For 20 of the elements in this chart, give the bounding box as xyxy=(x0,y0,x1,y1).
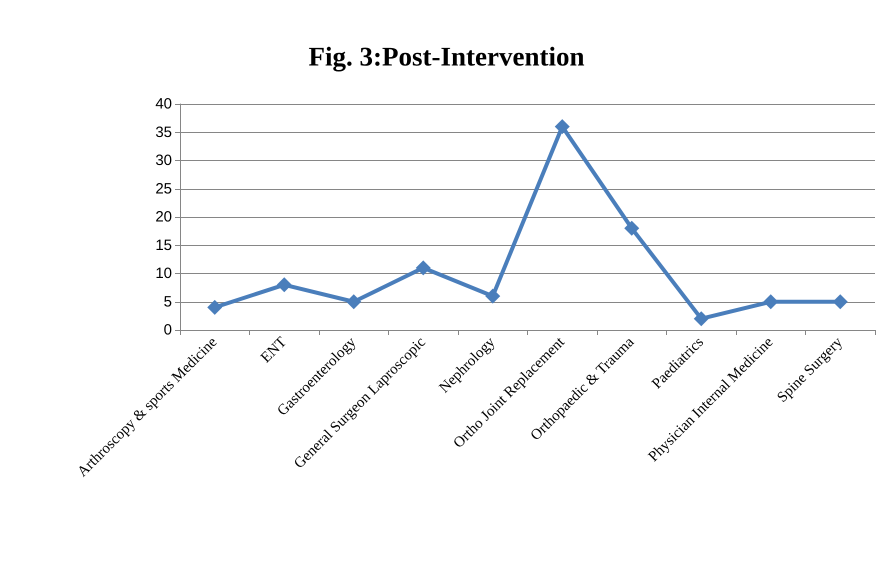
y-tick-label: 20 xyxy=(155,208,172,226)
y-tick-label: 5 xyxy=(164,293,172,310)
point xyxy=(763,294,778,310)
point xyxy=(207,300,222,315)
point xyxy=(346,294,362,310)
point xyxy=(485,288,500,304)
point xyxy=(624,220,640,236)
y-tick-label: 15 xyxy=(155,236,172,254)
point xyxy=(832,294,848,310)
y-tick-label: 0 xyxy=(164,322,172,338)
y-tick-label: 10 xyxy=(155,265,172,282)
point xyxy=(416,260,431,276)
point xyxy=(694,311,709,326)
y-tick-label: 30 xyxy=(155,152,172,169)
y-tick-label: 35 xyxy=(155,124,172,141)
y-tick-label: 40 xyxy=(155,96,172,112)
point xyxy=(276,277,292,292)
chart-title: Fig. 3:Post-Intervention xyxy=(308,42,584,72)
y-tick-label: 25 xyxy=(155,180,172,198)
point xyxy=(554,119,570,134)
